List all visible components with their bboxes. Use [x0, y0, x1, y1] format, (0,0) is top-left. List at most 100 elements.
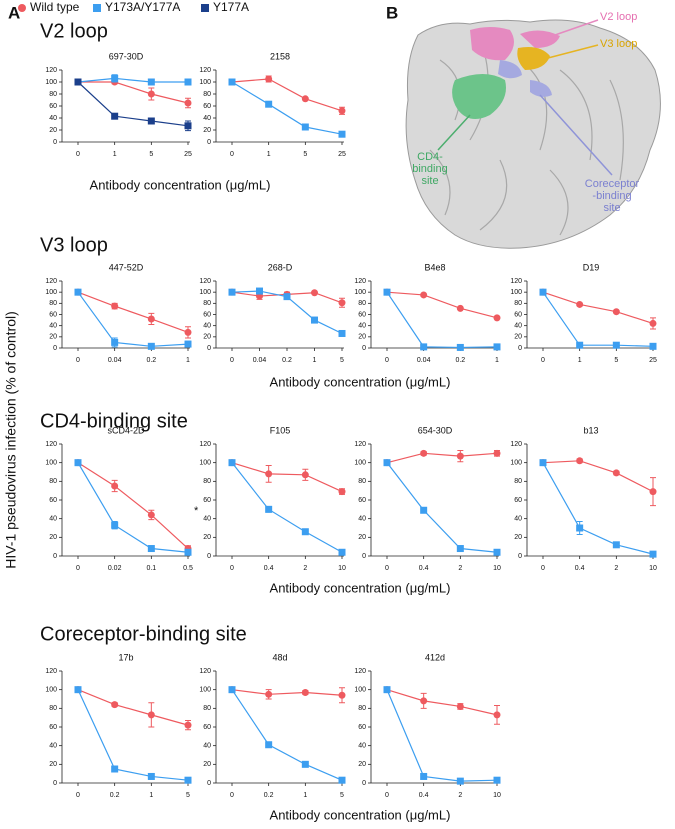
data-point — [420, 506, 428, 514]
data-point — [184, 78, 192, 86]
x-tick-label: 1 — [303, 792, 307, 799]
y-tick-label: 60 — [358, 724, 366, 731]
x-tick-label: 2 — [614, 565, 618, 572]
data-point — [111, 482, 119, 490]
data-point — [456, 545, 464, 553]
data-point — [74, 459, 82, 467]
series-line — [77, 291, 189, 333]
y-tick-label: 20 — [358, 534, 366, 541]
panel-label: A — [8, 3, 20, 22]
data-point — [111, 701, 119, 709]
x-tick-label: 10 — [649, 565, 657, 572]
data-point — [338, 107, 346, 115]
x-axis-label: Antibody concentration (μg/mL) — [90, 177, 271, 192]
data-point — [338, 776, 346, 784]
x-tick-label: 0.4 — [575, 565, 585, 572]
data-point — [228, 459, 236, 467]
data-point — [576, 524, 584, 532]
data-point — [111, 112, 119, 120]
data-point — [147, 78, 155, 86]
y-tick-label: 40 — [203, 323, 211, 330]
x-tick-label: 5 — [303, 151, 307, 158]
y-tick-label: 40 — [358, 743, 366, 750]
data-point — [147, 342, 155, 350]
x-tick-label: 0.2 — [110, 792, 120, 799]
leader-line — [437, 114, 471, 151]
data-point — [301, 95, 309, 103]
data-point — [539, 288, 547, 296]
y-tick-label: 40 — [203, 115, 211, 122]
data-point — [311, 316, 318, 324]
y-tick-label: 120 — [45, 668, 57, 675]
legend-label: Wild type — [30, 0, 80, 14]
y-tick-label: 120 — [45, 441, 57, 448]
series-line — [78, 81, 189, 104]
x-tick-label: 5 — [614, 357, 618, 364]
y-tick-label: 60 — [358, 311, 366, 318]
series-line — [386, 462, 498, 553]
y-tick-label: 20 — [203, 127, 211, 134]
x-tick-label: 0 — [76, 357, 80, 364]
data-point — [228, 288, 236, 296]
y-tick-label: 120 — [199, 668, 211, 675]
data-point — [493, 711, 501, 719]
y-tick-label: 20 — [49, 334, 57, 341]
chart-title: F105 — [270, 425, 291, 435]
series-line — [77, 462, 189, 553]
y-tick-label: 0 — [53, 553, 57, 560]
y-tick-label: 40 — [49, 516, 57, 523]
data-point — [612, 541, 620, 549]
data-point — [576, 457, 584, 465]
data-point — [265, 505, 273, 513]
data-point — [420, 449, 428, 457]
series-line — [231, 689, 343, 696]
data-point — [184, 122, 192, 130]
series-line — [231, 462, 343, 553]
data-point — [383, 459, 391, 467]
y-tick-label: 120 — [45, 278, 57, 285]
x-tick-label: 10 — [338, 565, 346, 572]
data-point — [301, 528, 309, 536]
y-tick-label: 60 — [203, 497, 211, 504]
series-line — [77, 81, 189, 127]
y-axis-label: HIV-1 pseudovirus infection (% of contro… — [3, 311, 19, 569]
series-line — [77, 689, 189, 781]
x-tick-label: 25 — [338, 151, 346, 158]
data-point — [111, 74, 119, 82]
section-title: CD4-binding site — [40, 410, 188, 432]
data-point — [338, 130, 346, 138]
y-tick-label: 60 — [49, 311, 57, 318]
y-tick-label: 0 — [518, 553, 522, 560]
y-tick-label: 0 — [53, 345, 57, 352]
structure-label: V3 loop — [600, 38, 637, 50]
y-tick-label: 100 — [199, 687, 211, 694]
data-point — [456, 702, 464, 710]
data-point — [420, 772, 428, 780]
x-tick-label: 2 — [458, 565, 462, 572]
data-point — [456, 777, 464, 785]
legend-marker — [18, 4, 26, 12]
x-tick-label: 2 — [303, 565, 307, 572]
x-tick-label: 0.2 — [264, 792, 274, 799]
y-tick-label: 0 — [53, 780, 57, 787]
data-point — [649, 342, 657, 350]
series-line — [231, 462, 343, 493]
y-tick-label: 60 — [49, 724, 57, 731]
structure-label: Coreceptor — [585, 178, 640, 190]
y-tick-label: 20 — [49, 534, 57, 541]
x-tick-label: 5 — [340, 792, 344, 799]
x-tick-label: 0 — [76, 565, 80, 572]
y-tick-label: 20 — [49, 127, 57, 134]
x-tick-label: 0.2 — [146, 357, 156, 364]
x-tick-label: 0.02 — [108, 565, 122, 572]
data-point — [111, 338, 119, 346]
data-point — [311, 289, 318, 297]
data-point — [184, 328, 192, 336]
x-tick-label: 0 — [385, 357, 389, 364]
y-tick-label: 100 — [199, 460, 211, 467]
x-tick-label: 1 — [149, 792, 153, 799]
x-axis-label: Antibody concentration (μg/mL) — [270, 374, 451, 389]
series-line — [542, 462, 654, 555]
legend-marker — [201, 4, 209, 12]
